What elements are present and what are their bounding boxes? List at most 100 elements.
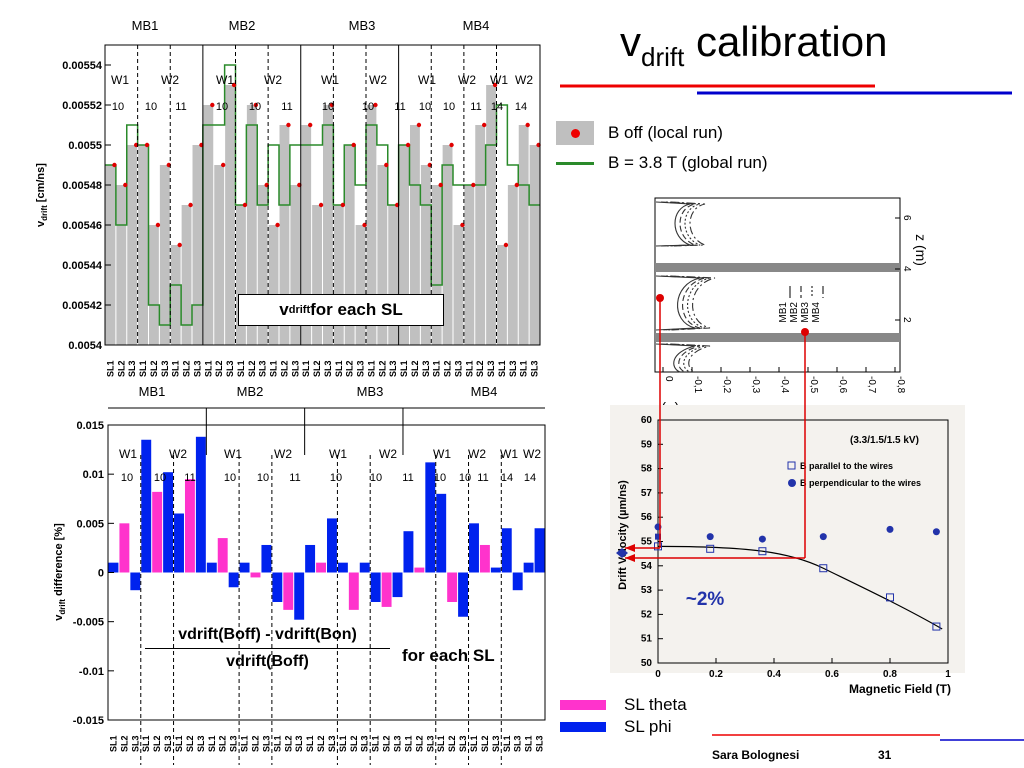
difference-bar <box>141 439 152 573</box>
perpendicular-point <box>706 533 714 541</box>
x-tick-label: SL1 <box>305 735 315 752</box>
boff-marker-icon <box>556 121 594 145</box>
boff-bar <box>529 145 540 345</box>
boff-bar <box>192 145 203 345</box>
difference-bar <box>217 538 228 573</box>
x-tick-label: SL3 <box>327 735 337 752</box>
boff-bar <box>279 125 290 345</box>
boff-point <box>220 162 226 168</box>
legend-item-bon: B = 3.8 T (global run) <box>556 148 768 178</box>
x-tick-label: SL2 <box>152 735 162 752</box>
x-tick-label: 0.4 <box>767 669 781 680</box>
sector-label: 11 <box>477 472 488 484</box>
slide-title: vdrift calibration <box>620 18 888 72</box>
perpendicular-point <box>886 525 894 533</box>
field-map-chart: 0 -0,1 -0,2 -0,3 -0,4 -0,5 -0,6 -0,7 -0,8 2 4 6 z (m… <box>654 197 929 418</box>
boff-point <box>123 182 128 188</box>
boff-bar <box>518 125 529 345</box>
vdrift-annotation: v drift for each SL <box>238 294 444 326</box>
parallel-point <box>886 593 894 602</box>
perpendicular-point <box>819 533 827 541</box>
parallel-point <box>932 622 941 631</box>
x-tick-label: SL3 <box>192 360 202 377</box>
boff-bar <box>431 185 442 345</box>
x-tick-label: SL1 <box>174 735 184 752</box>
x-tick-label: 0 <box>655 669 661 680</box>
x-tick-label: SL3 <box>388 360 398 377</box>
phi-swatch-icon <box>560 722 606 732</box>
difference-bar <box>316 562 326 573</box>
difference-bar <box>152 491 163 573</box>
boff-bar <box>236 205 246 345</box>
boff-point <box>210 102 215 108</box>
legend-dot-icon <box>788 479 796 487</box>
legend-bottom: SL theta SL phi <box>560 694 687 738</box>
x-tick-label: SL1 <box>108 735 118 752</box>
sector-label: 10 <box>322 101 334 113</box>
x-tick-label: SL2 <box>116 360 126 377</box>
y-tick-label: 51 <box>641 634 653 645</box>
sector-label: 14 <box>491 101 503 113</box>
x-tick-label: SL1 <box>203 360 213 377</box>
difference-bar <box>261 544 272 573</box>
field-curve <box>670 201 706 247</box>
y-tick-label: 52 <box>641 609 653 620</box>
sector-label: 11 <box>281 101 292 113</box>
difference-bar <box>381 572 392 607</box>
footer-page-number: 31 <box>878 748 892 762</box>
difference-bar <box>458 572 469 617</box>
x-tick-label: SL1 <box>436 735 446 752</box>
wheel-label: W2 <box>523 447 541 461</box>
x-tick-label: SL3 <box>229 735 239 752</box>
wheel-label: W2 <box>468 447 486 461</box>
boff-bar <box>323 105 333 345</box>
difference-bar <box>174 513 184 573</box>
boff-bar <box>214 165 225 345</box>
x-tick-label: SL2 <box>247 360 257 377</box>
x-tick-label: SL3 <box>225 360 235 377</box>
sector-label: 10 <box>434 472 446 484</box>
x-tick-label: -0,6 <box>837 376 848 394</box>
difference-bar <box>479 544 490 573</box>
y-tick-label: 59 <box>641 439 653 450</box>
iron-yoke-band <box>655 333 900 342</box>
x-tick-label: SL2 <box>218 735 228 752</box>
x-tick-label: SL1 <box>334 360 344 377</box>
boff-bar <box>399 145 409 345</box>
sector-label: 10 <box>362 101 374 113</box>
x-tick-label: SL2 <box>414 735 424 752</box>
x-tick-label: SL1 <box>301 360 311 377</box>
boff-bar <box>127 145 138 345</box>
perpendicular-point <box>655 533 661 540</box>
x-tick-label: SL3 <box>323 360 333 377</box>
x-tick-label: SL2 <box>382 735 392 752</box>
wheel-label: W1 <box>500 447 518 461</box>
difference-bar <box>490 567 501 573</box>
difference-bar <box>239 562 250 573</box>
y-tick-label: 0.00552 <box>62 100 102 112</box>
x-axis-label: Magnetic Field (T) <box>849 682 951 696</box>
wheel-label: W1 <box>111 73 129 87</box>
x-tick-label: -0,8 <box>895 376 906 394</box>
legend-item-theta: SL theta <box>560 694 687 716</box>
sector-label: 14 <box>524 472 536 484</box>
legend-label: MB4 <box>811 302 822 323</box>
boff-bar <box>420 165 431 345</box>
x-tick-label: SL1 <box>207 735 217 752</box>
x-tick-label: SL2 <box>475 360 485 377</box>
difference-bar <box>534 528 545 573</box>
station-label: MB4 <box>471 384 498 399</box>
x-tick-label: SL3 <box>530 360 540 377</box>
boff-bar <box>497 245 507 345</box>
wheel-label: W2 <box>379 447 397 461</box>
bon-line-icon <box>556 161 594 165</box>
x-tick-label: SL2 <box>185 735 195 752</box>
station-label: MB4 <box>463 18 490 33</box>
sector-label: 11 <box>394 101 405 113</box>
sector-label: 10 <box>257 472 269 484</box>
legend-label: MB2 <box>789 302 800 323</box>
difference-bar <box>523 562 534 573</box>
difference-bar <box>250 572 261 578</box>
x-tick-label: SL3 <box>163 735 173 752</box>
y-tick-label: 58 <box>641 464 653 475</box>
